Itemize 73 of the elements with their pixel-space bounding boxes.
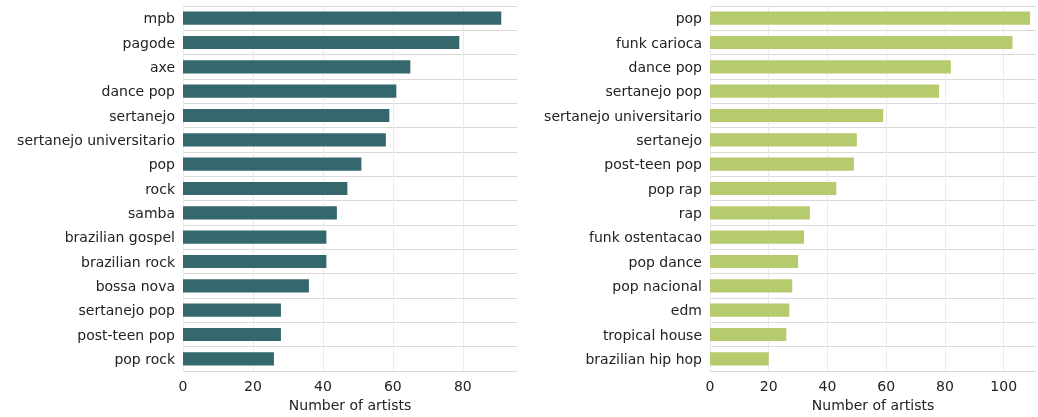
y-tick-label: pop <box>675 10 703 27</box>
y-tick-label: brazilian hip hop <box>585 350 703 367</box>
x-axis-title: Number of artists <box>811 397 935 413</box>
bar <box>710 35 1013 50</box>
bar <box>710 303 790 317</box>
bar <box>710 133 857 147</box>
y-tick-label: axe <box>149 58 175 75</box>
x-tick-label: 60 <box>877 378 896 394</box>
y-tick-label: pop nacional <box>612 277 702 294</box>
y-tick-label: rock <box>145 180 176 197</box>
bar <box>183 352 274 366</box>
y-tick-label: tropical house <box>602 326 702 343</box>
bar <box>710 327 787 342</box>
bar <box>183 11 502 25</box>
y-tick-label: funk ostentacao <box>589 229 702 246</box>
bar <box>183 254 327 269</box>
bar <box>183 157 362 171</box>
y-tick-label: sertanejo universitario <box>17 131 175 148</box>
y-tick-label: pagode <box>122 34 175 51</box>
x-tick-label: 100 <box>990 378 1018 394</box>
bar <box>710 157 854 171</box>
x-tick-label: 80 <box>936 378 954 394</box>
bar <box>710 230 804 244</box>
bar <box>183 133 386 147</box>
bar <box>710 11 1031 25</box>
bar <box>710 84 940 98</box>
x-tick-label: 80 <box>453 378 472 394</box>
y-tick-label: pop rock <box>114 350 176 367</box>
y-tick-label: sertanejo <box>636 131 702 148</box>
x-tick-label: 20 <box>244 378 262 394</box>
bar <box>183 327 281 342</box>
x-tick-label: 40 <box>818 378 837 394</box>
y-tick-label: bossa nova <box>95 277 175 294</box>
y-tick-label: mpb <box>143 10 176 27</box>
y-tick-label: dance pop <box>628 58 703 75</box>
y-tick-label: samba <box>128 204 175 221</box>
bar <box>183 60 411 74</box>
y-tick-label: post-teen pop <box>77 326 176 343</box>
bar <box>183 206 337 220</box>
y-tick-label: edm <box>670 302 702 319</box>
x-tick-label: 20 <box>759 378 778 394</box>
y-tick-label: brazilian rock <box>81 253 176 270</box>
x-axis-title: Number of artists <box>288 397 412 413</box>
y-tick-label: pop rap <box>647 180 703 197</box>
bar <box>183 303 281 317</box>
bar <box>710 181 837 196</box>
bar <box>183 84 397 98</box>
y-tick-label: pop dance <box>628 253 702 270</box>
y-tick-label: post-teen pop <box>604 156 703 173</box>
y-tick-label: sertanejo pop <box>78 302 176 319</box>
y-tick-label: funk carioca <box>616 34 702 51</box>
y-tick-label: sertanejo <box>109 107 175 124</box>
bar <box>183 279 309 293</box>
y-tick-label: sertanejo pop <box>605 83 703 100</box>
x-tick-label: 40 <box>313 378 332 394</box>
bar <box>183 181 348 196</box>
x-tick-label: 0 <box>178 378 188 394</box>
bar <box>710 254 799 269</box>
y-tick-label: rap <box>678 204 703 221</box>
bar <box>710 352 769 366</box>
x-tick-label: 60 <box>383 378 402 394</box>
y-tick-label: sertanejo universitario <box>544 107 702 124</box>
bar <box>183 35 460 50</box>
bar <box>710 206 810 220</box>
bar <box>710 60 951 74</box>
bar <box>710 108 884 123</box>
x-tick-label: 0 <box>705 378 715 394</box>
bar <box>183 108 390 123</box>
bar <box>183 230 327 244</box>
y-tick-label: dance pop <box>101 83 176 100</box>
y-tick-label: pop <box>148 156 176 173</box>
bar <box>710 279 793 293</box>
y-tick-label: brazilian gospel <box>64 229 175 246</box>
